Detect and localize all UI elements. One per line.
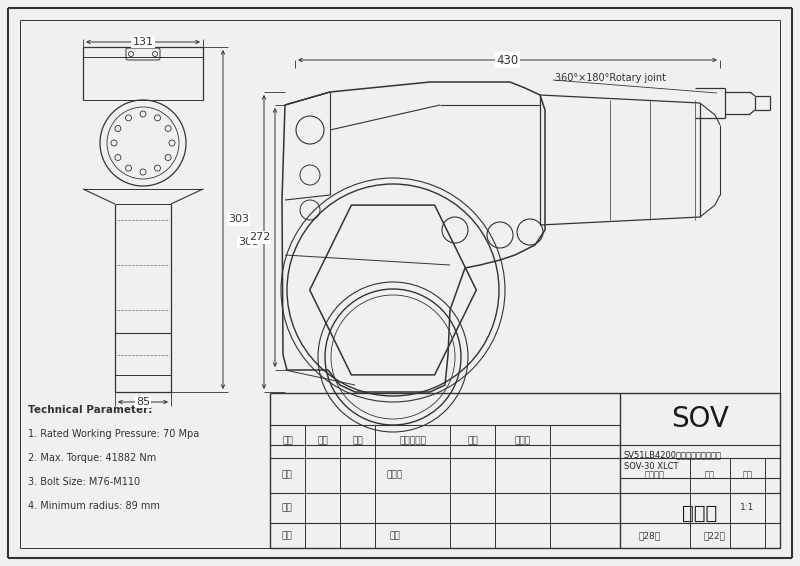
Text: 3. Bolt Size: M76-M110: 3. Bolt Size: M76-M110 <box>28 477 140 487</box>
Text: 示意图: 示意图 <box>682 504 718 522</box>
Text: 更改文件号: 更改文件号 <box>399 436 426 445</box>
Text: SV51LB4200中空式液压扩矩扫手: SV51LB4200中空式液压扩矩扫手 <box>624 450 722 459</box>
Text: 360°×180°Rotary joint: 360°×180°Rotary joint <box>555 73 666 83</box>
Text: 第22页: 第22页 <box>704 531 726 541</box>
Text: 內28页: 內28页 <box>639 531 661 541</box>
Text: 审核: 审核 <box>282 504 292 512</box>
Text: 131: 131 <box>133 37 154 47</box>
Text: 批准: 批准 <box>390 531 400 541</box>
Text: 工艺: 工艺 <box>282 531 292 541</box>
Text: 重量: 重量 <box>705 470 715 479</box>
Text: 1:1: 1:1 <box>740 504 754 512</box>
Text: 1. Rated Working Pressure: 70 Mpa: 1. Rated Working Pressure: 70 Mpa <box>28 429 199 439</box>
Text: 272: 272 <box>249 233 270 242</box>
Text: SOV: SOV <box>671 405 729 433</box>
Text: Technical Parameter:: Technical Parameter: <box>28 405 152 415</box>
Text: 303: 303 <box>238 237 259 247</box>
Text: SOV-30 XLCT: SOV-30 XLCT <box>624 462 678 471</box>
Text: 年月日: 年月日 <box>514 436 530 445</box>
Text: 阶段标记: 阶段标记 <box>645 470 665 479</box>
Text: 2. Max. Torque: 41882 Nm: 2. Max. Torque: 41882 Nm <box>28 453 156 463</box>
Text: 处数: 处数 <box>317 436 328 445</box>
Text: 分区: 分区 <box>352 436 363 445</box>
Text: 标准刔: 标准刔 <box>387 470 403 479</box>
Text: 比例: 比例 <box>742 470 753 479</box>
Text: 303: 303 <box>228 215 249 225</box>
Text: 4. Minimum radius: 89 mm: 4. Minimum radius: 89 mm <box>28 501 160 511</box>
Text: 标记: 标记 <box>282 436 293 445</box>
Text: 设计: 设计 <box>282 470 292 479</box>
Text: 430: 430 <box>496 54 518 66</box>
Text: 签名: 签名 <box>467 436 478 445</box>
Text: 85: 85 <box>136 397 150 407</box>
